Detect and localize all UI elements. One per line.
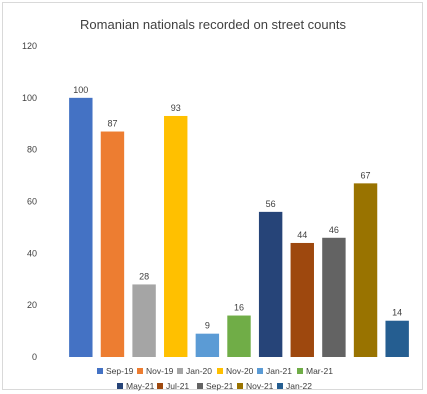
bar <box>322 237 346 357</box>
bars-group <box>69 97 409 357</box>
legend-swatch <box>237 383 243 389</box>
data-label: 87 <box>107 119 117 129</box>
legend-swatch <box>177 368 183 374</box>
bar <box>164 115 188 357</box>
legend-label: Sep-19 <box>106 366 134 376</box>
bar <box>227 315 251 357</box>
bar-chart: Romanian nationals recorded on street co… <box>22 17 409 391</box>
bar <box>100 131 125 357</box>
chart-frame: Romanian nationals recorded on street co… <box>2 2 423 391</box>
y-tick-label: 60 <box>27 197 37 207</box>
legend-label: Jan-20 <box>186 366 212 376</box>
legend-swatch <box>297 368 303 374</box>
legend-swatch <box>137 368 143 374</box>
bar <box>385 320 409 357</box>
data-label: 9 <box>205 321 210 331</box>
y-tick-label: 120 <box>22 41 37 51</box>
data-label: 100 <box>73 85 88 95</box>
legend-label: Nov-19 <box>146 366 174 376</box>
y-tick-label: 20 <box>27 300 37 310</box>
legend: Sep-19 Nov-19 Jan-20 Nov-20 Jan-21 Mar-21 May-… <box>97 366 333 391</box>
legend-label: Nov-21 <box>246 381 274 391</box>
legend-label: May-21 <box>126 381 155 391</box>
legend-swatch <box>117 383 123 389</box>
bar <box>353 183 378 357</box>
data-label: 56 <box>266 199 276 209</box>
data-label: 67 <box>361 170 371 180</box>
data-label: 93 <box>171 103 181 113</box>
bar <box>290 242 314 357</box>
data-label: 14 <box>392 308 402 318</box>
data-label: 44 <box>297 230 307 240</box>
legend-label: Jan-21 <box>266 366 292 376</box>
data-label: 28 <box>139 271 149 281</box>
bar <box>195 333 220 357</box>
y-tick-label: 100 <box>22 93 37 103</box>
legend-swatch <box>157 383 163 389</box>
y-tick-label: 0 <box>32 352 37 362</box>
legend-label: Nov-20 <box>226 366 254 376</box>
legend-swatch <box>217 368 223 374</box>
y-tick-label: 80 <box>27 145 37 155</box>
data-labels-group: 100 87 28 93 9 16 56 44 46 67 14 <box>73 85 402 331</box>
data-label: 16 <box>234 303 244 313</box>
legend-swatch <box>97 368 103 374</box>
legend-label: Mar-21 <box>306 366 333 376</box>
bar <box>132 284 156 357</box>
bar <box>69 97 93 357</box>
legend-label: Jul-21 <box>166 381 189 391</box>
legend-swatch <box>197 383 203 389</box>
legend-swatch <box>257 368 263 374</box>
data-label: 46 <box>329 225 339 235</box>
y-tick-label: 40 <box>27 248 37 258</box>
legend-swatch <box>277 383 283 389</box>
y-axis: 0 20 40 60 80 100 120 <box>22 41 37 362</box>
bar <box>258 211 283 357</box>
legend-label: Jan-22 <box>286 381 312 391</box>
legend-label: Sep-21 <box>206 381 234 391</box>
chart-title: Romanian nationals recorded on street co… <box>80 17 346 32</box>
